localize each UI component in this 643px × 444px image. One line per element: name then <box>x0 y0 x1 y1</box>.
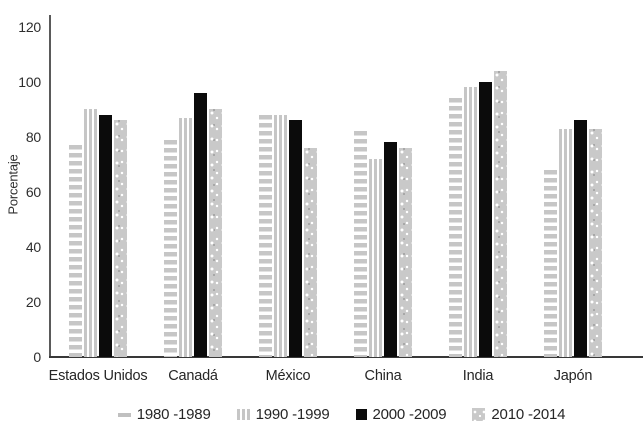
bar-series3-1 <box>209 109 222 357</box>
legend-item-1: 1990 -1999 <box>236 406 330 423</box>
legend-item-0: 1980 -1989 <box>117 406 211 423</box>
x-label-cell-5: Japón <box>544 368 602 384</box>
y-tick-label: 40 <box>25 239 41 255</box>
x-tick-label: Estados Unidos <box>48 368 148 384</box>
x-label-cell-3: China <box>354 368 412 384</box>
legend-marker-solid <box>355 409 367 420</box>
y-axis-line <box>49 15 51 358</box>
y-tick-label: 20 <box>25 294 41 310</box>
bar-series3-2 <box>304 148 317 357</box>
x-label-cell-4: India <box>449 368 507 384</box>
bar-series3-3 <box>399 148 412 357</box>
legend-label: 2010 -2014 <box>491 406 566 423</box>
bar-series3-0 <box>114 120 127 357</box>
legend-label: 1990 -1999 <box>255 406 330 423</box>
bar-series2-3 <box>384 142 397 357</box>
legend: 1980 -1989 1990 -1999 2000 -2009 2010 -2014 <box>40 406 643 423</box>
y-tick-label: 60 <box>25 184 41 200</box>
x-label-cell-0: Estados Unidos <box>49 368 148 384</box>
bar-group-1 <box>164 93 222 357</box>
bar-series0-3 <box>354 131 367 357</box>
y-tick-label: 100 <box>18 74 41 90</box>
legend-item-3: 2010 -2014 <box>472 406 566 423</box>
x-tick-label: México <box>265 368 311 384</box>
bar-series1-5 <box>559 129 572 357</box>
bar-series2-1 <box>194 93 207 357</box>
x-label-cell-1: Canadá <box>164 368 222 384</box>
bar-series1-1 <box>179 118 192 357</box>
legend-label: 2000 -2009 <box>372 406 447 423</box>
x-tick-label: India <box>462 368 494 384</box>
x-tick-label: China <box>364 368 402 384</box>
bar-series1-2 <box>274 115 287 357</box>
bar-series0-2 <box>259 115 272 357</box>
x-tick-label: Japón <box>553 368 593 384</box>
bar-group-3 <box>354 131 412 357</box>
y-tick-label: 0 <box>33 349 41 365</box>
bar-series0-1 <box>164 140 177 357</box>
y-tick-label: 120 <box>18 19 41 35</box>
bar-series1-4 <box>464 87 477 357</box>
bar-series1-0 <box>84 109 97 357</box>
x-axis-labels: Estados Unidos Canadá México China India Japó… <box>49 368 602 384</box>
bar-series3-5 <box>589 129 602 357</box>
x-label-cell-2: México <box>259 368 317 384</box>
bar-group-5 <box>544 120 602 357</box>
legend-item-2: 2000 -2009 <box>355 406 447 423</box>
bar-series1-3 <box>369 159 382 357</box>
y-tick-label: 80 <box>25 129 41 145</box>
legend-marker-vertical-stripes <box>236 409 250 420</box>
bar-group-4 <box>449 71 507 357</box>
x-tick-label: Canadá <box>168 368 218 384</box>
bar-series2-4 <box>479 82 492 357</box>
bar-series2-5 <box>574 120 587 357</box>
legend-label: 1980 -1989 <box>136 406 211 423</box>
bar-series0-4 <box>449 98 462 357</box>
legend-marker-dots <box>472 408 486 421</box>
plot-area <box>50 71 602 357</box>
x-axis-line <box>49 356 643 358</box>
bar-group-2 <box>259 115 317 357</box>
legend-marker-horizontal-stripes <box>117 412 131 417</box>
bar-series0-0 <box>69 145 82 357</box>
bar-series3-4 <box>494 71 507 357</box>
bar-series2-0 <box>99 115 112 357</box>
bar-group-0 <box>69 109 127 357</box>
bar-series0-5 <box>544 170 557 357</box>
y-axis-ticks: 0 20 40 60 80 100 120 <box>0 0 44 444</box>
bar-series2-2 <box>289 120 302 357</box>
